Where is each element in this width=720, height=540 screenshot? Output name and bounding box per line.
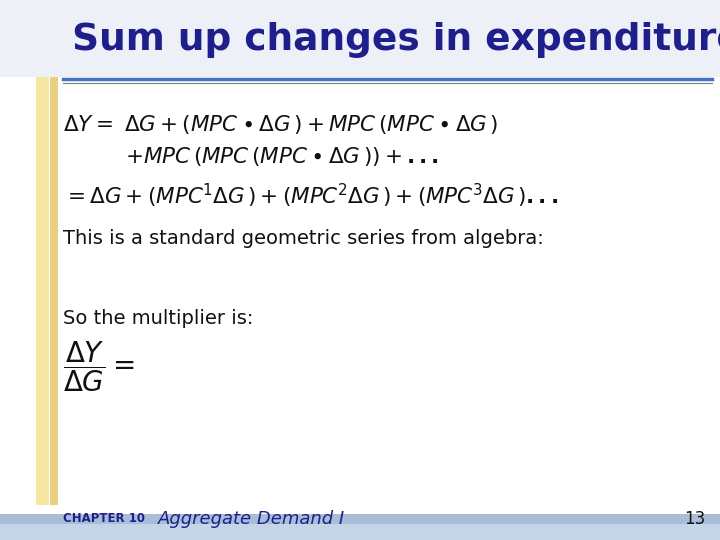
- FancyBboxPatch shape: [0, 524, 720, 540]
- FancyBboxPatch shape: [0, 0, 720, 77]
- Text: CHAPTER 10: CHAPTER 10: [63, 512, 145, 525]
- Text: $\Delta \mathbf{\mathit{Y}} = \ \Delta \mathbf{\mathit{G}} + (\mathbf{\mathit{MP: $\Delta \mathbf{\mathit{Y}} = \ \Delta \…: [63, 113, 498, 137]
- Text: $\dfrac{\Delta \mathbf{\mathit{Y}}}{\Delta \mathbf{\mathit{G}}} = $: $\dfrac{\Delta \mathbf{\mathit{Y}}}{\Del…: [63, 340, 135, 394]
- FancyBboxPatch shape: [50, 40, 58, 505]
- FancyBboxPatch shape: [0, 514, 720, 524]
- FancyBboxPatch shape: [36, 40, 49, 505]
- Text: So the multiplier is:: So the multiplier is:: [63, 308, 253, 327]
- Text: Aggregate Demand I: Aggregate Demand I: [158, 510, 345, 528]
- Text: Sum up changes in expenditure: Sum up changes in expenditure: [72, 22, 720, 58]
- Text: 13: 13: [684, 510, 705, 528]
- Text: $+ \mathbf{\mathit{MPC}}\,(\mathbf{\mathit{MPC}}\,(\mathbf{\mathit{MPC}} \bullet: $+ \mathbf{\mathit{MPC}}\,(\mathbf{\math…: [125, 145, 439, 168]
- Text: $= \Delta \mathbf{\mathit{G}} + (\mathbf{\mathit{MPC}}^{1}\Delta \mathbf{\mathit: $= \Delta \mathbf{\mathit{G}} + (\mathbf…: [63, 182, 558, 210]
- Text: This is a standard geometric series from algebra:: This is a standard geometric series from…: [63, 228, 544, 247]
